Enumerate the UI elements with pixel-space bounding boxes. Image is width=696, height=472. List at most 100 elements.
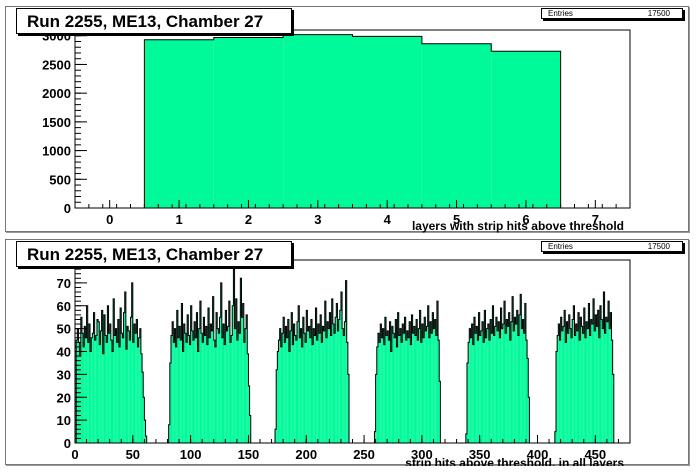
histogram-bar (390, 351, 392, 443)
histogram-bar (86, 305, 88, 443)
histogram-bar (424, 317, 426, 443)
histogram-bar (283, 34, 353, 208)
y-tick-label: 70 (57, 276, 71, 291)
histogram-bar (189, 344, 191, 443)
stats-entries-value: 17500 (647, 242, 670, 251)
histogram-bar (593, 298, 595, 443)
histogram-bar (512, 296, 514, 443)
y-tick-label: 40 (57, 345, 71, 360)
histogram-bar (397, 312, 399, 443)
histogram-bar (168, 424, 170, 443)
histogram-bar (318, 333, 321, 443)
histogram-bar (565, 342, 567, 443)
histogram-bar (143, 397, 145, 443)
histogram-bar (487, 324, 489, 443)
histogram-bar (127, 326, 129, 443)
histogram-bar (382, 328, 384, 443)
histogram-bar (300, 328, 302, 443)
histogram-bar (395, 319, 397, 443)
histogram-bar (413, 326, 415, 443)
x-tick-label: 4 (384, 212, 392, 227)
histogram-bar (510, 321, 513, 443)
histogram-bar (123, 312, 125, 443)
histogram-bar (517, 335, 519, 443)
histogram-bar (314, 335, 316, 443)
histogram-bar (79, 356, 81, 443)
histogram-bar (238, 321, 240, 443)
histogram-bar (303, 333, 306, 443)
histogram-bar (558, 324, 560, 443)
histogram-bar (328, 328, 330, 443)
histogram-bar (590, 319, 592, 443)
histogram-bar (375, 374, 377, 443)
histogram-bar (116, 342, 118, 443)
histogram-bar (102, 353, 104, 443)
histogram-bar (581, 326, 583, 443)
histogram-bar (434, 319, 436, 443)
histogram-bar (507, 326, 509, 443)
histogram-bar (394, 337, 396, 443)
histogram-bar (389, 321, 391, 443)
y-tick-label: 20 (57, 390, 71, 405)
histogram-bar (497, 330, 499, 443)
histogram-bar (305, 342, 307, 443)
histogram-bar (225, 310, 227, 443)
histogram-bar (280, 346, 282, 443)
histogram-bar (594, 330, 596, 443)
histogram-bar (469, 328, 471, 443)
x-tick-label: 250 (353, 447, 375, 462)
histogram-bar (276, 369, 278, 443)
stats-entries-label: Entries (548, 242, 573, 251)
histogram-bar (513, 330, 515, 443)
histogram-bar (403, 333, 405, 443)
histogram-bar (286, 337, 288, 443)
histogram-bar (125, 349, 128, 443)
histogram-bar (98, 321, 100, 443)
histogram-bar (214, 346, 217, 443)
histogram-bar (521, 328, 523, 443)
histogram-bar (588, 303, 590, 443)
histogram-bar (515, 324, 517, 443)
histogram-bar (480, 330, 482, 443)
histogram-bar (347, 374, 350, 443)
y-tick-label: 0 (64, 436, 71, 451)
histogram-bar (293, 324, 295, 443)
histogram-bar (598, 337, 600, 443)
histogram-bar (195, 337, 197, 443)
histogram-bar (596, 326, 598, 443)
histogram-bar (179, 326, 181, 443)
histogram-bar (502, 324, 504, 443)
histogram-bar (599, 305, 602, 443)
histogram-bar (136, 319, 138, 443)
histogram-bar (183, 324, 185, 443)
histogram-bar (191, 330, 193, 443)
histogram-bar (135, 333, 137, 443)
histogram-bar (324, 301, 326, 443)
histogram-bar (235, 298, 237, 443)
histogram-bar (236, 340, 239, 443)
histogram-bar (587, 328, 589, 443)
histogram-bar (491, 333, 493, 443)
histogram-bar (87, 342, 89, 443)
histogram-bar (275, 429, 277, 443)
histogram-bar (527, 358, 529, 443)
y-tick-label: 1500 (42, 115, 71, 130)
histogram-bar (610, 312, 612, 443)
histogram-bar (118, 346, 121, 443)
histogram-bar (425, 330, 427, 443)
histogram-bar (609, 328, 611, 443)
histogram-bar (206, 344, 208, 443)
histogram-bar (488, 340, 491, 443)
histogram-bar (554, 431, 556, 443)
histogram-bar (396, 346, 398, 443)
histogram-bar (421, 324, 424, 443)
histogram-bar (411, 314, 413, 443)
histogram-bar (345, 280, 347, 443)
histogram-bar (560, 317, 562, 443)
stats-entries-value: 17500 (647, 9, 670, 18)
histogram-bar (107, 305, 109, 443)
histogram-bar (227, 326, 229, 443)
histogram-bar (172, 321, 174, 443)
histogram-bar (190, 305, 192, 443)
histogram-bar (216, 312, 218, 443)
